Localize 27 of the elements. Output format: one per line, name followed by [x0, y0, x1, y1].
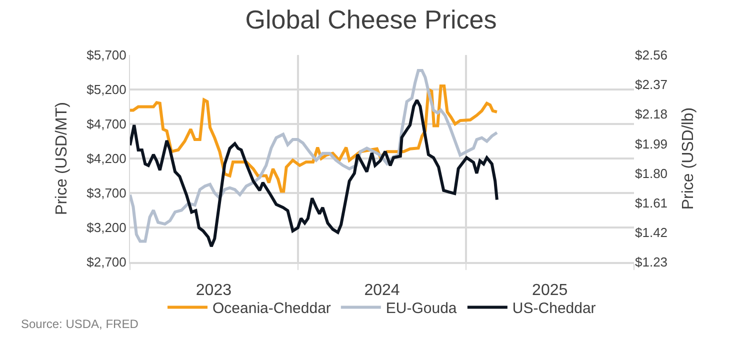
source-note: Source: USDA, FRED: [21, 317, 139, 331]
legend-label: US-Cheddar: [512, 300, 596, 318]
y2-tick-label: $1.99: [635, 136, 668, 152]
chart-title: Global Cheese Prices: [245, 4, 497, 34]
y-tick-label: $4,700: [86, 116, 126, 132]
y2-tick-label: $2.37: [635, 77, 668, 92]
x-tick-label: 2024: [364, 282, 400, 299]
line-series: [130, 98, 498, 248]
y-tick-label: $3,200: [86, 220, 126, 236]
y2-tick-label: $2.56: [635, 48, 668, 63]
y-axis-title: Price (USD/MT): [54, 102, 71, 215]
y2-tick-label: $2.18: [635, 106, 668, 122]
x-tick-label: 2023: [196, 282, 232, 299]
y-tick-label: $4,200: [86, 151, 126, 166]
y-tick-label: $5,200: [86, 82, 126, 98]
y2-axis-title: Price (USD/lb): [680, 107, 698, 210]
legend-label: EU-Gouda: [386, 300, 458, 318]
line-series: [130, 69, 498, 243]
y-tick-label: $2,700: [86, 254, 126, 270]
y2-tick-label: $1.80: [635, 166, 668, 181]
y2-tick-label: $1.61: [635, 195, 668, 210]
y2-tick-label: $1.42: [635, 224, 668, 240]
y-tick-label: $5,700: [86, 48, 126, 63]
x-tick-label: 2025: [532, 282, 568, 299]
y2-tick-label: $1.23: [635, 254, 668, 270]
legend-label: Oceania-Cheddar: [212, 300, 331, 318]
y-tick-label: $3,700: [86, 186, 126, 201]
